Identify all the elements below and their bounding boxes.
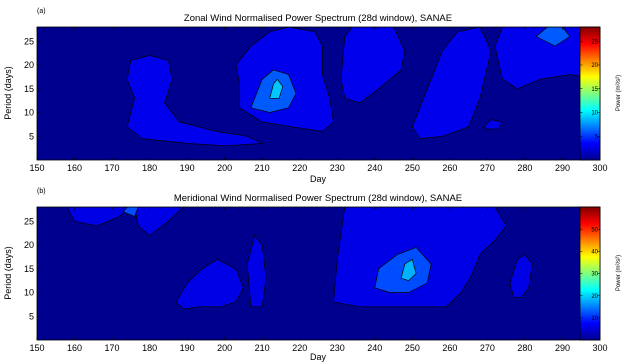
colorbar-tick-label: 50 (591, 227, 598, 233)
plot-background (37, 207, 600, 340)
x-tick-label: 300 (592, 163, 607, 173)
x-tick-label: 270 (480, 163, 495, 173)
contour-region-4 (411, 27, 492, 139)
colorbar-label: Power (m²/s²) (616, 255, 622, 291)
contour-region-5 (494, 27, 600, 90)
x-tick-label: 200 (217, 343, 232, 353)
x-tick-label: 160 (67, 343, 82, 353)
colorbar-tick-label: 40 (591, 250, 598, 256)
x-tick-label: 300 (592, 343, 607, 353)
colorbar-gradient (580, 207, 600, 340)
panel-label: (a) (37, 8, 46, 15)
plot-area (37, 207, 600, 340)
x-tick-label: 250 (405, 343, 420, 353)
x-tick-label: 260 (442, 163, 457, 173)
contour-region-9 (400, 258, 417, 281)
x-tick-label: 150 (29, 163, 44, 173)
colorbar-tick-label: 10 (591, 111, 598, 117)
x-tick-label: 290 (555, 163, 570, 173)
colorbar-tick-label: 10 (591, 316, 598, 322)
panel-label: (b) (37, 188, 46, 195)
y-tick-label: 20 (24, 60, 34, 70)
x-tick-label: 250 (405, 163, 420, 173)
x-tick-label: 260 (442, 343, 457, 353)
contour-regions (66, 207, 533, 310)
y-tick-label: 10 (24, 108, 34, 118)
colorbar-label: Power (m²/s²) (616, 75, 622, 111)
x-ticks: 150 160 170 180 190 200 210 220 230 240 250 260 270 2… (29, 207, 608, 353)
x-tick-label: 270 (480, 343, 495, 353)
panel-b: (b) Meridional Wind Normalised Power Spe… (3, 188, 622, 362)
panel-a: (a) Zonal Wind Normalised Power Spectrum… (3, 8, 622, 184)
y-tick-label: 25 (24, 216, 34, 226)
contour-region-6 (483, 119, 503, 130)
colorbar-tick-label: 25 (591, 39, 598, 45)
x-tick-label: 190 (180, 343, 195, 353)
y-ticks: 5 10 15 20 25 (24, 216, 40, 321)
y-ticks: 5 10 15 20 25 (24, 36, 40, 141)
x-tick-label: 180 (142, 343, 157, 353)
x-tick-label: 180 (142, 163, 157, 173)
x-tick-label: 240 (367, 343, 382, 353)
contour-regions (126, 27, 600, 147)
colorbar: 5 10 15 20 25 Power (m²/s²) (579, 26, 622, 161)
colorbar-tick-label: 20 (591, 63, 598, 69)
y-tick-label: 25 (24, 36, 34, 46)
contour-region-7 (122, 207, 139, 217)
colorbar-gradient (580, 27, 600, 160)
colorbar-ticks: 5 10 15 20 25 (580, 39, 600, 140)
contour-region-6 (509, 254, 533, 298)
colorbar: 10 20 30 40 50 Power (m²/s²) (579, 206, 622, 341)
contour-region-3 (340, 27, 406, 104)
colorbar-tick-label: 30 (591, 272, 598, 278)
x-tick-label: 200 (217, 163, 232, 173)
y-tick-label: 5 (29, 131, 34, 141)
colorbar-ticks: 10 20 30 40 50 (580, 227, 600, 322)
contour-region-1 (66, 207, 132, 227)
x-tick-label: 240 (367, 163, 382, 173)
x-tick-label: 190 (180, 163, 195, 173)
y-tick-label: 15 (24, 84, 34, 94)
chart-title: Zonal Wind Normalised Power Spectrum (28… (184, 13, 452, 24)
plot-area (37, 27, 600, 160)
x-tick-label: 210 (255, 343, 270, 353)
x-axis-label: Day (310, 352, 327, 362)
x-tick-label: 160 (67, 163, 82, 173)
contour-region-8 (535, 27, 571, 47)
contour-region-3 (175, 258, 244, 310)
colorbar-tick-label: 5 (595, 134, 599, 140)
colorbar-frame (579, 26, 601, 161)
chart-title: Meridional Wind Normalised Power Spectru… (174, 193, 462, 204)
x-tick-label: 220 (292, 163, 307, 173)
x-ticks: 150 160 170 180 190 200 210 220 230 240 250 260 270 2… (29, 27, 608, 173)
y-axis-label: Period (days) (3, 246, 13, 300)
colorbar-tick-label: 20 (591, 294, 598, 300)
x-tick-label: 220 (292, 343, 307, 353)
x-tick-label: 280 (517, 163, 532, 173)
x-tick-label: 290 (555, 343, 570, 353)
x-tick-label: 230 (330, 343, 345, 353)
x-tick-label: 280 (517, 343, 532, 353)
x-tick-label: 150 (29, 343, 44, 353)
x-tick-label: 210 (255, 163, 270, 173)
y-tick-label: 20 (24, 240, 34, 250)
colorbar-tick-label: 15 (591, 87, 598, 93)
x-tick-label: 170 (105, 343, 120, 353)
y-axis-label: Period (days) (3, 66, 13, 120)
x-tick-label: 230 (330, 163, 345, 173)
y-tick-label: 10 (24, 288, 34, 298)
contour-region-1 (126, 55, 263, 147)
x-tick-label: 170 (105, 163, 120, 173)
y-tick-label: 15 (24, 264, 34, 274)
y-tick-label: 5 (29, 311, 34, 321)
contour-region-4 (246, 235, 267, 308)
contour-region-9 (269, 78, 284, 99)
contour-region-2 (134, 207, 184, 236)
x-axis-label: Day (310, 174, 327, 184)
